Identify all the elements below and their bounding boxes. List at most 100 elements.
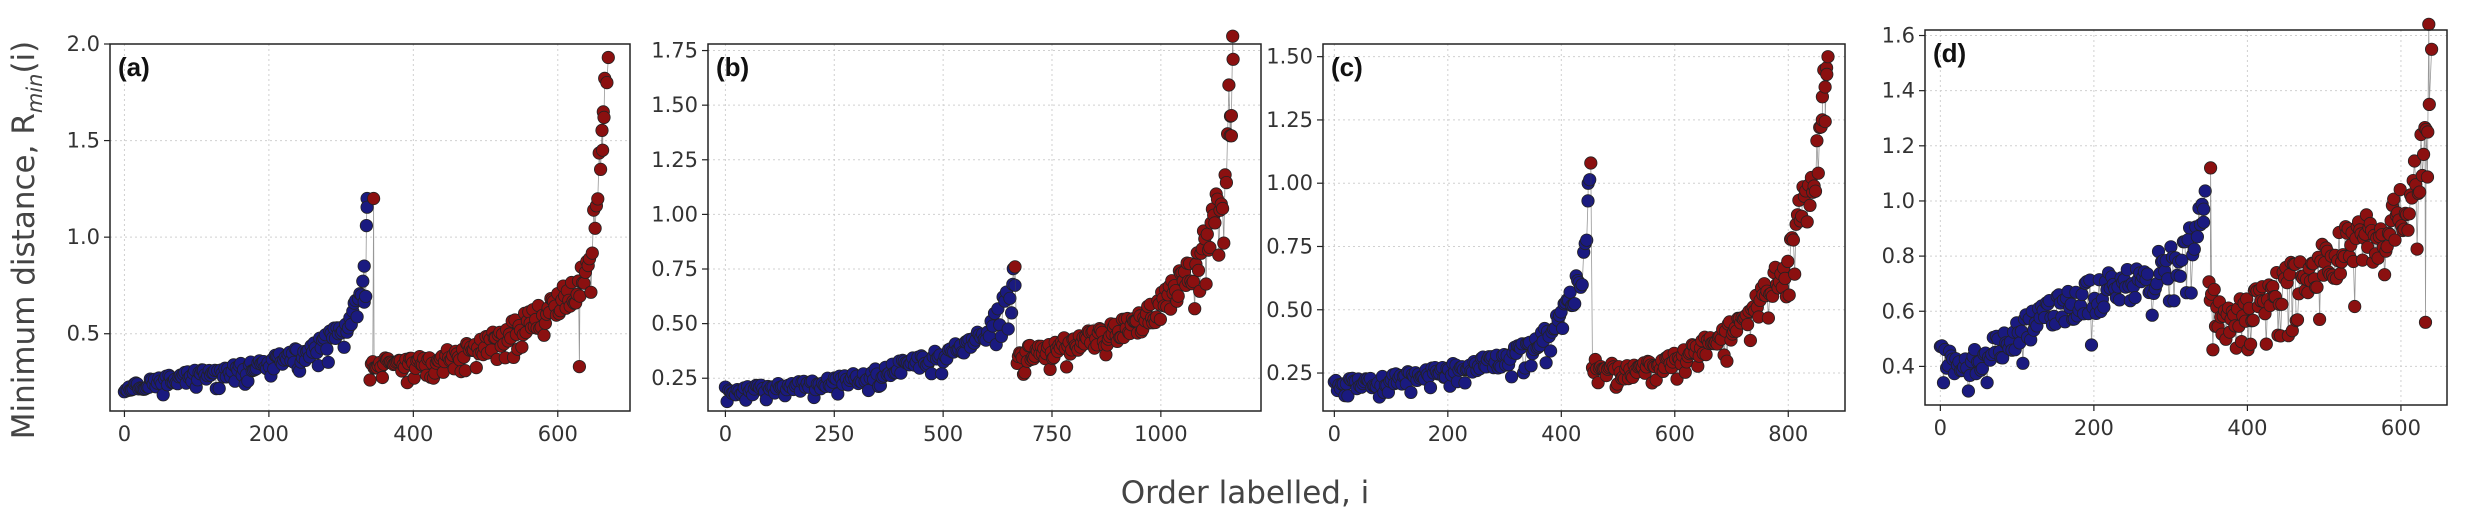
data-point [2387, 192, 2401, 206]
y-tick-label: 1.75 [651, 39, 698, 63]
data-point [1539, 356, 1553, 370]
data-point [2275, 297, 2289, 311]
data-point [2407, 154, 2422, 168]
x-tick-label: 400 [1541, 422, 1581, 446]
y-tick-label: 0.8 [1882, 244, 1915, 268]
y-tick-label: 1.50 [651, 93, 698, 117]
x-tick-label: 600 [2381, 416, 2421, 440]
data-point [2310, 280, 2324, 294]
data-point [212, 381, 226, 396]
y-tick-label: 0.5 [67, 322, 100, 346]
data-point [1217, 236, 1231, 250]
y-tick-label: 1.4 [1882, 79, 1915, 103]
data-point [1200, 227, 1214, 241]
data-point [366, 191, 381, 206]
y-tick-label: 0.25 [651, 366, 698, 390]
panel-3: 0 200 400 600 800 0.25 0.50 0.75 1.00 1.25 1.50 (c) [1266, 43, 1846, 446]
panel-4: 0 200 400 600 0.4 0.6 0.8 1.0 1.2 1.4 1.6 (d) [1882, 17, 2448, 440]
panel-label: (d) [1933, 38, 1966, 68]
data-point [1810, 134, 1824, 148]
x-tick-label: 0 [719, 422, 732, 446]
data-point [2184, 286, 2198, 300]
data-point [1961, 384, 1976, 398]
data-point [1584, 156, 1598, 170]
data-point [1222, 78, 1236, 92]
data-point [350, 310, 364, 324]
data-point [1808, 184, 1823, 198]
data-point [1720, 354, 1734, 368]
data-point [2207, 282, 2221, 297]
data-point [1226, 52, 1240, 66]
y-tick-label: 0.6 [1882, 299, 1915, 323]
data-point [2145, 308, 2159, 322]
x-tick-label: 600 [1655, 422, 1695, 446]
x-tick-label: 750 [1032, 422, 1072, 446]
data-point [1581, 194, 1595, 208]
x-tick-label: 250 [814, 422, 854, 446]
data-point [515, 340, 529, 354]
data-point [601, 50, 615, 65]
data-point [1575, 278, 1589, 292]
data-point [1212, 248, 1226, 262]
data-point [2401, 223, 2415, 237]
data-point [1568, 297, 1582, 311]
data-point [537, 328, 551, 342]
data-point [2422, 17, 2436, 31]
data-point [458, 364, 472, 378]
data-point [1818, 80, 1832, 94]
y-tick-label: 1.25 [651, 148, 698, 172]
plot-frame [1924, 29, 2448, 406]
data-point [588, 221, 602, 235]
data-point [2421, 125, 2435, 139]
data-point [1216, 201, 1230, 216]
plot-frame [707, 43, 1262, 412]
data-point [1782, 288, 1796, 302]
x-tick-label: 200 [1428, 422, 1468, 446]
data-point [1580, 233, 1594, 247]
data-point [1224, 109, 1239, 123]
y-tick-label: 1.00 [651, 202, 698, 226]
data-point [2378, 268, 2392, 282]
data-point [1219, 176, 1234, 190]
y-tick-label: 1.00 [1266, 171, 1313, 195]
data-point [2425, 42, 2439, 56]
data-point [2197, 202, 2211, 216]
data-point [1800, 215, 1814, 229]
data-point [1583, 173, 1597, 187]
y-tick-label: 1.2 [1882, 134, 1915, 158]
panel-label: (c) [1331, 52, 1363, 82]
data-point [2197, 215, 2211, 229]
y-tick-label: 1.50 [1266, 45, 1313, 69]
data-point [1996, 351, 2010, 365]
y-tick-label: 1.6 [1882, 24, 1915, 48]
data-point [2418, 315, 2433, 329]
data-point [1004, 306, 1019, 320]
data-point [1153, 312, 1168, 326]
data-point [595, 143, 610, 157]
data-point [1544, 344, 1558, 358]
data-point [573, 289, 587, 303]
x-tick-label: 0 [1934, 416, 1947, 440]
data-point [1458, 376, 1472, 390]
data-point [2333, 266, 2347, 281]
data-point [1743, 333, 1758, 348]
data-point [2290, 313, 2305, 327]
data-point [2016, 356, 2030, 370]
data-point [1505, 370, 1519, 384]
data-point [1786, 233, 1801, 247]
data-point [1936, 376, 1951, 390]
data-point [2420, 170, 2435, 184]
data-point [2128, 290, 2142, 305]
data-point [2388, 233, 2402, 247]
plot-frame [109, 43, 631, 412]
y-tick-label: 0.50 [651, 312, 698, 336]
data-point [2244, 337, 2258, 351]
data-point [1781, 254, 1795, 268]
y-tick-label: 1.5 [67, 129, 100, 153]
x-tick-label: 600 [538, 422, 578, 446]
data-point [2097, 300, 2111, 314]
x-tick-label: 400 [393, 422, 433, 446]
data-point [356, 274, 370, 288]
data-point [1524, 359, 1538, 373]
